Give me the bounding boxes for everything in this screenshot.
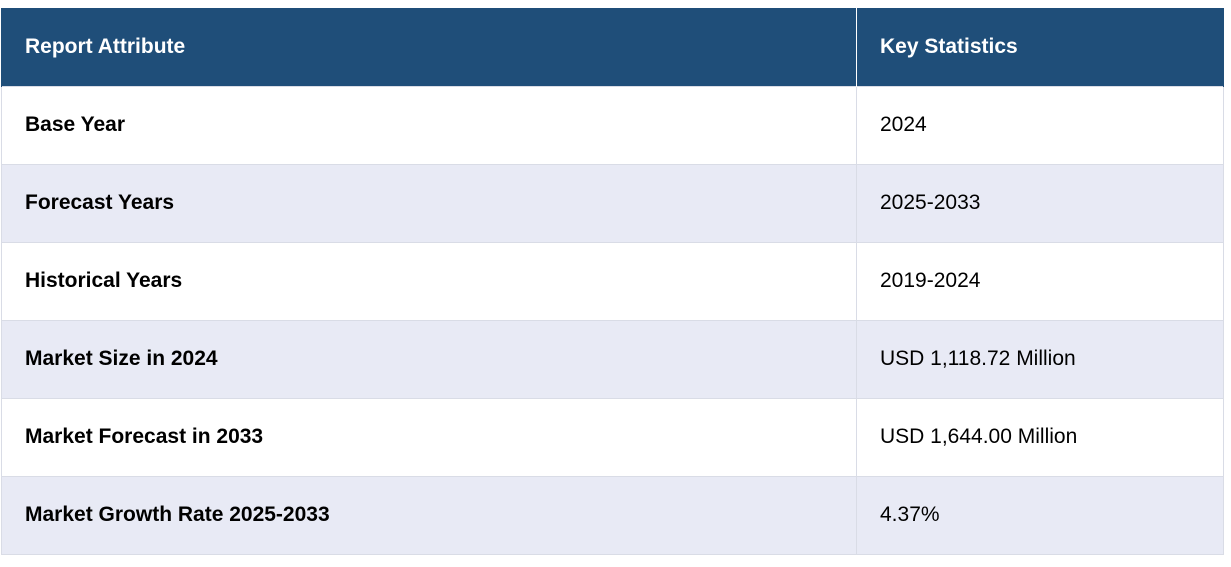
value-cell: USD 1,118.72 Million [856,319,1224,399]
table-row: Historical Years 2019-2024 [1,241,1224,321]
header-row: Report Attribute Key Statistics [1,8,1224,86]
report-statistics-table-wrapper: Report Attribute Key Statistics Base Yea… [1,8,1224,555]
attribute-cell: Market Growth Rate 2025-2033 [1,475,857,555]
value-cell: 2024 [856,85,1224,165]
table-row: Forecast Years 2025-2033 [1,163,1224,243]
value-cell: USD 1,644.00 Million [856,397,1224,477]
table-row: Market Growth Rate 2025-2033 4.37% [1,475,1224,555]
attribute-cell: Base Year [1,85,857,165]
table-row: Market Size in 2024 USD 1,118.72 Million [1,319,1224,399]
table-body: Base Year 2024 Forecast Years 2025-2033 … [1,85,1224,555]
report-statistics-table: Report Attribute Key Statistics Base Yea… [1,8,1224,555]
value-cell: 2019-2024 [856,241,1224,321]
attribute-cell: Historical Years [1,241,857,321]
attribute-cell: Market Forecast in 2033 [1,397,857,477]
value-cell: 4.37% [856,475,1224,555]
value-cell: 2025-2033 [856,163,1224,243]
table-row: Market Forecast in 2033 USD 1,644.00 Mil… [1,397,1224,477]
table-header: Report Attribute Key Statistics [1,8,1224,86]
header-report-attribute: Report Attribute [1,8,857,86]
table-row: Base Year 2024 [1,85,1224,165]
attribute-cell: Market Size in 2024 [1,319,857,399]
header-key-statistics: Key Statistics [856,8,1224,86]
attribute-cell: Forecast Years [1,163,857,243]
